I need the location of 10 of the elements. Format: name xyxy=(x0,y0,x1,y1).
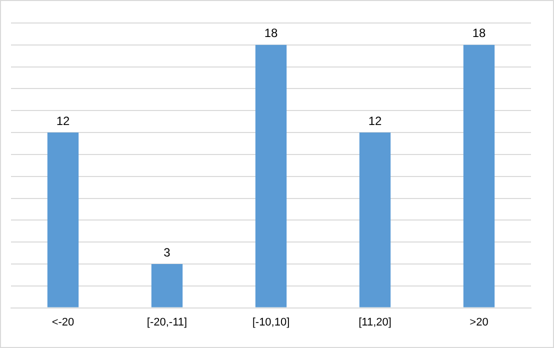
x-tick-label: <-20 xyxy=(52,316,74,328)
x-tick-label: [-10,10] xyxy=(252,316,290,328)
x-tick-label: [-20,-11] xyxy=(146,316,188,328)
x-tick-label: >20 xyxy=(470,316,488,328)
data-label: 12 xyxy=(368,114,382,128)
data-label: 18 xyxy=(472,26,486,40)
data-label: 18 xyxy=(264,26,278,40)
data-label: 3 xyxy=(164,245,171,260)
x-tick-label: [11,20] xyxy=(358,316,392,328)
data-label: 12 xyxy=(56,114,70,128)
